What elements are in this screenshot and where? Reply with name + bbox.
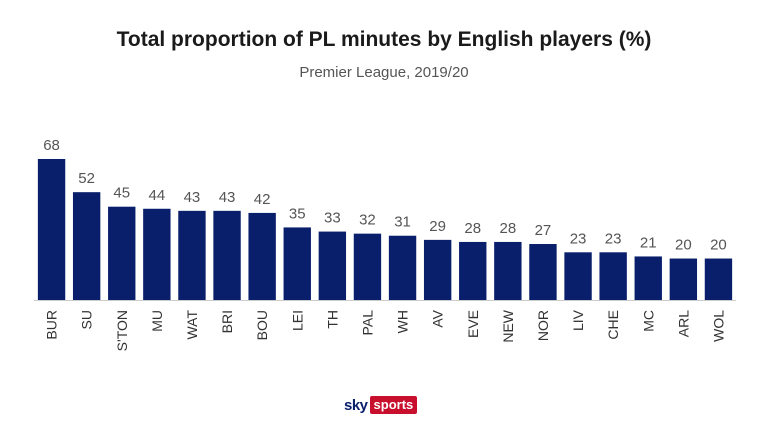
bar-new xyxy=(494,241,522,300)
value-label: 20 xyxy=(710,237,727,254)
value-label: 35 xyxy=(289,205,306,222)
category-label: TH xyxy=(324,310,340,329)
value-label: 29 xyxy=(429,218,446,235)
bar-che xyxy=(599,252,627,300)
bar-bou xyxy=(248,212,276,300)
bar-liv xyxy=(564,252,592,300)
category-label: NEW xyxy=(500,309,516,342)
category-label: WOL xyxy=(710,310,726,342)
category-label: SU xyxy=(79,310,95,329)
bar-av xyxy=(423,239,452,300)
value-label: 68 xyxy=(43,137,60,154)
value-label: 52 xyxy=(78,170,95,187)
bar-wol xyxy=(704,258,733,300)
category-label: AV xyxy=(430,309,446,327)
bar-mc xyxy=(634,256,662,300)
bar-pal xyxy=(353,233,382,300)
bar-bur xyxy=(37,159,66,300)
value-label: 23 xyxy=(605,230,622,247)
sky-sports-logo: sky sports xyxy=(344,396,418,414)
value-label: 42 xyxy=(254,191,271,208)
value-label: 43 xyxy=(184,189,201,206)
category-label: WAT xyxy=(184,310,200,340)
bar-lei xyxy=(283,227,311,300)
category-label: WH xyxy=(395,310,411,333)
value-label: 43 xyxy=(219,189,236,206)
category-label: NOR xyxy=(535,310,551,341)
bar-wh xyxy=(388,235,417,300)
logo-sports-text: sports xyxy=(369,396,418,414)
category-label: BRI xyxy=(219,310,235,333)
logo-sky-text: sky xyxy=(344,396,368,414)
value-label: 27 xyxy=(535,222,552,239)
category-label: BUR xyxy=(44,310,60,340)
category-label: S'TON xyxy=(114,310,130,351)
category-label: PAL xyxy=(359,310,375,336)
value-label: 33 xyxy=(324,210,341,227)
bar-th xyxy=(318,231,347,300)
value-label: 23 xyxy=(570,230,587,247)
bar-bri xyxy=(213,210,241,300)
category-label: LEI xyxy=(289,310,305,331)
value-label: 21 xyxy=(640,234,657,251)
bar-ston xyxy=(108,206,136,300)
value-label: 32 xyxy=(359,212,376,229)
chart-title: Total proportion of PL minutes by Englis… xyxy=(116,28,652,51)
category-label: ARL xyxy=(675,310,691,337)
category-label: CHE xyxy=(605,310,621,340)
value-label: 44 xyxy=(149,187,166,204)
category-label: BOU xyxy=(254,310,270,340)
bar-mu xyxy=(143,208,171,300)
category-label: MC xyxy=(640,310,656,332)
category-label: LIV xyxy=(570,309,586,331)
value-label: 20 xyxy=(675,237,692,254)
chart-subtitle: Premier League, 2019/20 xyxy=(299,64,469,81)
value-label: 45 xyxy=(113,185,130,202)
value-label: 31 xyxy=(394,214,411,231)
bar-arl xyxy=(669,258,698,300)
category-label: MU xyxy=(149,310,165,332)
bar-wat xyxy=(178,210,206,300)
value-label: 28 xyxy=(500,220,517,237)
category-label: EVE xyxy=(465,310,481,338)
bar-eve xyxy=(459,241,487,300)
value-label: 28 xyxy=(464,220,481,237)
bar-nor xyxy=(529,244,557,300)
bar-su xyxy=(72,192,101,300)
